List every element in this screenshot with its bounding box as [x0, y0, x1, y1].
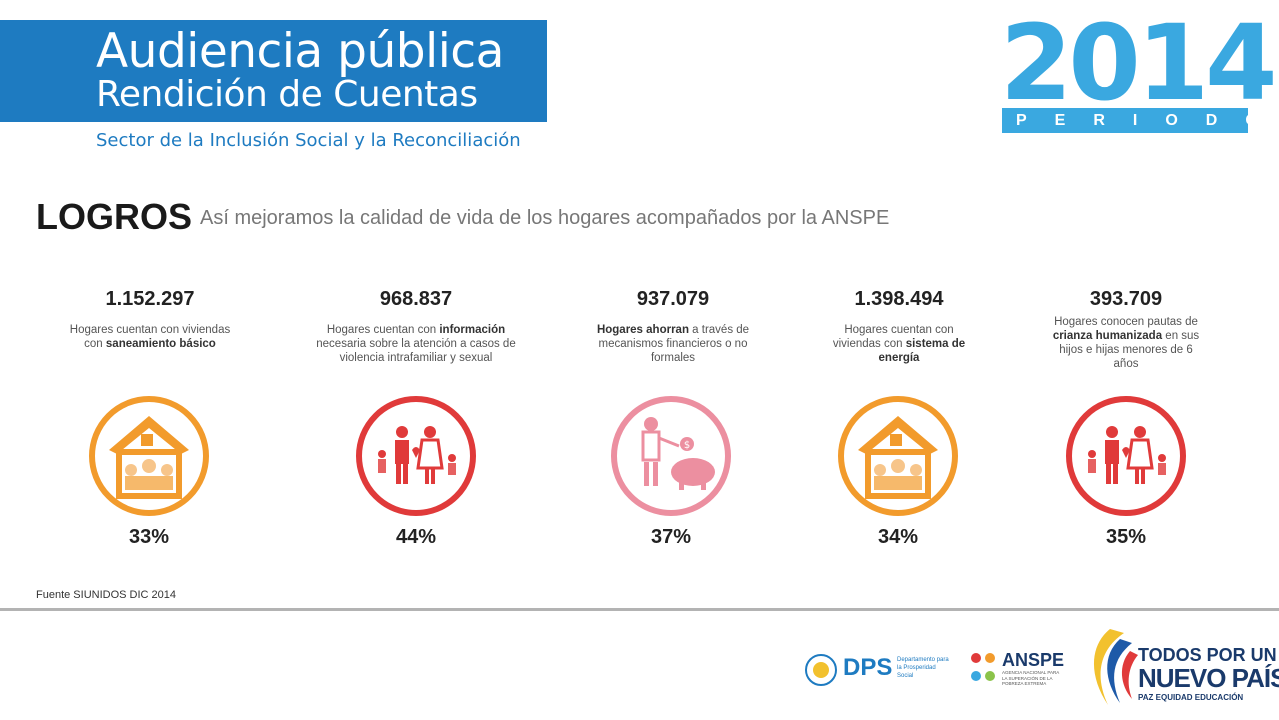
anspe-subtitle: AGENCIA NACIONAL PARA LA SUPERACIÓN DE L…: [1002, 670, 1060, 686]
stat-percent: 44%: [395, 526, 437, 548]
anspe-name: ANSPE: [1002, 650, 1065, 670]
stat-number: 1.152.297: [105, 288, 195, 310]
stat-percent: 34%: [877, 526, 919, 548]
dps-logo: DPS Departamento para la Prosperidad Soc…: [805, 650, 950, 690]
stat-number: 393.709: [1089, 288, 1163, 310]
stat-informacion: 968.837 Hogares cuentan con información …: [316, 288, 516, 365]
year-logo: 2014 PERIODO: [1000, 2, 1277, 135]
todos-por-un-nuevo-pais-logo: TODOS POR UN NUEVO PAÍS PAZ EQUIDAD EDUC…: [1080, 625, 1279, 710]
dps-name: DPS: [843, 654, 893, 681]
stat-percent: 35%: [1105, 526, 1147, 548]
divider: [0, 608, 1279, 611]
stat-energia: 1.398.494 Hogares cuentan con viviendas …: [799, 288, 999, 365]
year-number: 2014: [1000, 2, 1277, 124]
stat-percent: 37%: [650, 526, 692, 548]
stat-crianza: 393.709 Hogares conocen pautas de crianz…: [1026, 288, 1226, 371]
todos-line1: TODOS POR UN: [1138, 645, 1277, 665]
title-line1: Audiencia pública: [96, 24, 504, 79]
data-source: Fuente SIUNIDOS DIC 2014: [36, 589, 177, 601]
header-banner: Audiencia pública Rendición de Cuentas: [0, 20, 547, 122]
todos-line3: PAZ EQUIDAD EDUCACIÓN: [1138, 693, 1244, 702]
stat-number: 968.837: [379, 288, 453, 310]
piggy-bank-icon: $: [611, 396, 731, 516]
stat-percent: 33%: [128, 526, 170, 548]
stat-number: 1.398.494: [854, 288, 944, 310]
family-icon: [1066, 396, 1186, 516]
section-heading: LOGROS: [36, 196, 193, 237]
anspe-logo: ANSPE AGENCIA NACIONAL PARA LA SUPERACIÓ…: [968, 648, 1065, 690]
stat-description: Hogares cuentan con información necesari…: [316, 324, 516, 364]
dps-subtitle: Departamento para la Prosperidad Social: [897, 657, 949, 679]
stat-saneamiento: 1.152.297 Hogares cuentan con viviendas …: [50, 288, 250, 351]
section-subtitle: Así mejoramos la calidad de vida de los …: [200, 207, 890, 229]
todos-line2: NUEVO PAÍS: [1138, 663, 1279, 693]
stat-description: Hogares conocen pautas de crianza humani…: [1052, 316, 1200, 370]
stat-number: 937.079: [636, 288, 710, 310]
house-family-icon: [89, 396, 209, 516]
title-line2: Rendición de Cuentas: [96, 74, 478, 115]
house-family-icon: [838, 396, 958, 516]
stat-description: Hogares ahorran a través de mecanismos f…: [596, 324, 750, 364]
svg-text:$: $: [684, 440, 690, 451]
stat-ahorro: 937.079 Hogares ahorran a través de meca…: [573, 288, 773, 365]
period-label: PERIODO: [1002, 108, 1258, 133]
family-icon: [356, 396, 476, 516]
stat-description: Hogares cuentan con viviendas con sistem…: [832, 324, 966, 364]
sector-name: Sector de la Inclusión Social y la Recon…: [96, 130, 521, 151]
stat-description: Hogares cuentan con viviendas con saneam…: [69, 324, 231, 350]
